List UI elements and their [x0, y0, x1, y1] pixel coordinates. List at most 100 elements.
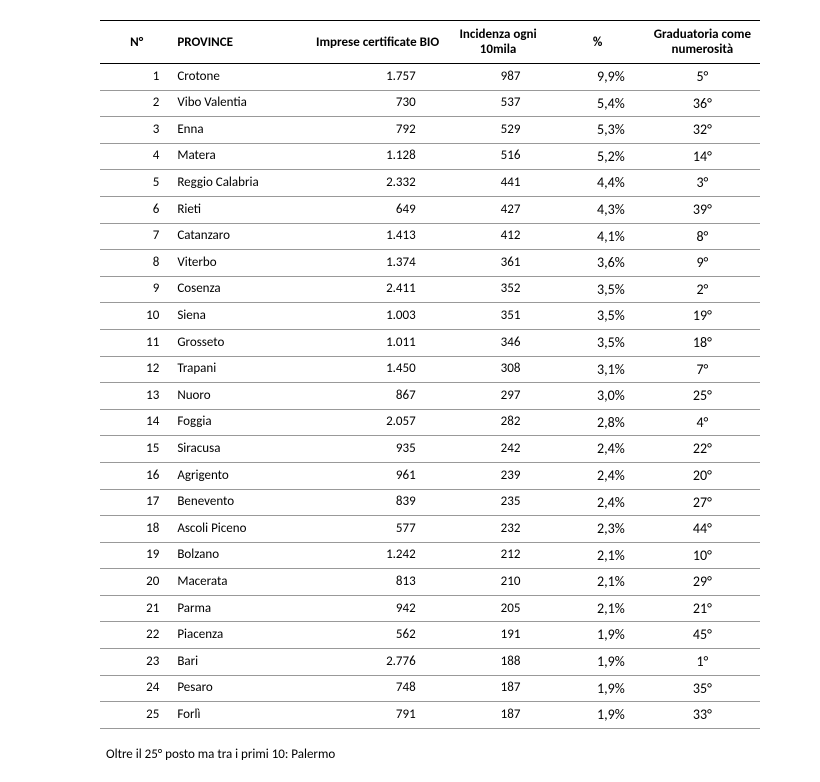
cell-imprese: 1.011 — [310, 329, 446, 356]
cell-imprese: 562 — [310, 622, 446, 649]
cell-province: Reggio Calabria — [173, 170, 309, 197]
cell-province: Benevento — [173, 489, 309, 516]
cell-graduatoria: 4° — [645, 409, 760, 436]
cell-imprese: 2.776 — [310, 649, 446, 676]
cell-province: Crotone — [173, 64, 309, 91]
table-row: 1Crotone1.7579879,9%5° — [100, 64, 760, 91]
cell-imprese: 730 — [310, 90, 446, 117]
table-row: 25Forlì7911871,9%33° — [100, 702, 760, 729]
cell-pct: 3,5% — [550, 303, 644, 330]
cell-num: 19 — [100, 542, 173, 569]
cell-graduatoria: 44° — [645, 516, 760, 543]
cell-pct: 2,3% — [550, 516, 644, 543]
table-row: 5Reggio Calabria2.3324414,4%3° — [100, 170, 760, 197]
cell-graduatoria: 18° — [645, 329, 760, 356]
cell-province: Forlì — [173, 702, 309, 729]
cell-imprese: 748 — [310, 675, 446, 702]
cell-province: Siena — [173, 303, 309, 330]
table-row: 20Macerata8132102,1%29° — [100, 569, 760, 596]
cell-imprese: 2.057 — [310, 409, 446, 436]
cell-imprese: 2.411 — [310, 276, 446, 303]
header-graduatoria: Graduatoria come numerosità — [645, 21, 760, 64]
cell-imprese: 1.413 — [310, 223, 446, 250]
cell-incidenza: 242 — [446, 436, 551, 463]
table-row: 10Siena1.0033513,5%19° — [100, 303, 760, 330]
cell-imprese: 649 — [310, 196, 446, 223]
cell-province: Cosenza — [173, 276, 309, 303]
cell-graduatoria: 33° — [645, 702, 760, 729]
cell-num: 24 — [100, 675, 173, 702]
cell-incidenza: 187 — [446, 675, 551, 702]
cell-imprese: 791 — [310, 702, 446, 729]
table-row: 8Viterbo1.3743613,6%9° — [100, 250, 760, 277]
header-pct: % — [550, 21, 644, 64]
cell-num: 25 — [100, 702, 173, 729]
cell-imprese: 1.003 — [310, 303, 446, 330]
cell-num: 18 — [100, 516, 173, 543]
cell-pct: 4,4% — [550, 170, 644, 197]
cell-pct: 4,3% — [550, 196, 644, 223]
cell-imprese: 1.128 — [310, 143, 446, 170]
cell-imprese: 1.242 — [310, 542, 446, 569]
cell-pct: 1,9% — [550, 649, 644, 676]
table-row: 17Benevento8392352,4%27° — [100, 489, 760, 516]
cell-incidenza: 351 — [446, 303, 551, 330]
cell-pct: 5,3% — [550, 117, 644, 144]
table-row: 4Matera1.1285165,2%14° — [100, 143, 760, 170]
cell-imprese: 813 — [310, 569, 446, 596]
cell-province: Viterbo — [173, 250, 309, 277]
cell-num: 1 — [100, 64, 173, 91]
table-row: 2Vibo Valentia7305375,4%36° — [100, 90, 760, 117]
cell-province: Matera — [173, 143, 309, 170]
cell-incidenza: 308 — [446, 356, 551, 383]
cell-num: 14 — [100, 409, 173, 436]
cell-pct: 2,1% — [550, 542, 644, 569]
cell-graduatoria: 29° — [645, 569, 760, 596]
cell-num: 9 — [100, 276, 173, 303]
cell-incidenza: 187 — [446, 702, 551, 729]
cell-graduatoria: 10° — [645, 542, 760, 569]
table-row: 18Ascoli Piceno5772322,3%44° — [100, 516, 760, 543]
cell-graduatoria: 39° — [645, 196, 760, 223]
table-row: 3Enna7925295,3%32° — [100, 117, 760, 144]
cell-incidenza: 232 — [446, 516, 551, 543]
cell-graduatoria: 9° — [645, 250, 760, 277]
cell-graduatoria: 36° — [645, 90, 760, 117]
cell-imprese: 792 — [310, 117, 446, 144]
cell-province: Nuoro — [173, 383, 309, 410]
cell-graduatoria: 8° — [645, 223, 760, 250]
cell-province: Macerata — [173, 569, 309, 596]
cell-pct: 3,1% — [550, 356, 644, 383]
cell-province: Rieti — [173, 196, 309, 223]
cell-province: Ascoli Piceno — [173, 516, 309, 543]
table-row: 22Piacenza5621911,9%45° — [100, 622, 760, 649]
cell-graduatoria: 25° — [645, 383, 760, 410]
cell-imprese: 1.450 — [310, 356, 446, 383]
cell-province: Parma — [173, 595, 309, 622]
cell-num: 17 — [100, 489, 173, 516]
cell-imprese: 2.332 — [310, 170, 446, 197]
header-imprese: Imprese certificate BIO — [310, 21, 446, 64]
cell-province: Catanzaro — [173, 223, 309, 250]
cell-pct: 2,4% — [550, 462, 644, 489]
cell-province: Bari — [173, 649, 309, 676]
cell-province: Trapani — [173, 356, 309, 383]
cell-incidenza: 188 — [446, 649, 551, 676]
cell-incidenza: 352 — [446, 276, 551, 303]
cell-num: 5 — [100, 170, 173, 197]
cell-imprese: 1.374 — [310, 250, 446, 277]
table-row: 15Siracusa9352422,4%22° — [100, 436, 760, 463]
cell-pct: 2,4% — [550, 489, 644, 516]
cell-pct: 3,6% — [550, 250, 644, 277]
table-row: 24Pesaro7481871,9%35° — [100, 675, 760, 702]
cell-imprese: 867 — [310, 383, 446, 410]
cell-pct: 1,9% — [550, 622, 644, 649]
cell-num: 16 — [100, 462, 173, 489]
cell-imprese: 839 — [310, 489, 446, 516]
cell-pct: 2,4% — [550, 436, 644, 463]
cell-pct: 1,9% — [550, 675, 644, 702]
cell-province: Piacenza — [173, 622, 309, 649]
table-row: 14Foggia2.0572822,8%4° — [100, 409, 760, 436]
cell-graduatoria: 35° — [645, 675, 760, 702]
cell-province: Grosseto — [173, 329, 309, 356]
